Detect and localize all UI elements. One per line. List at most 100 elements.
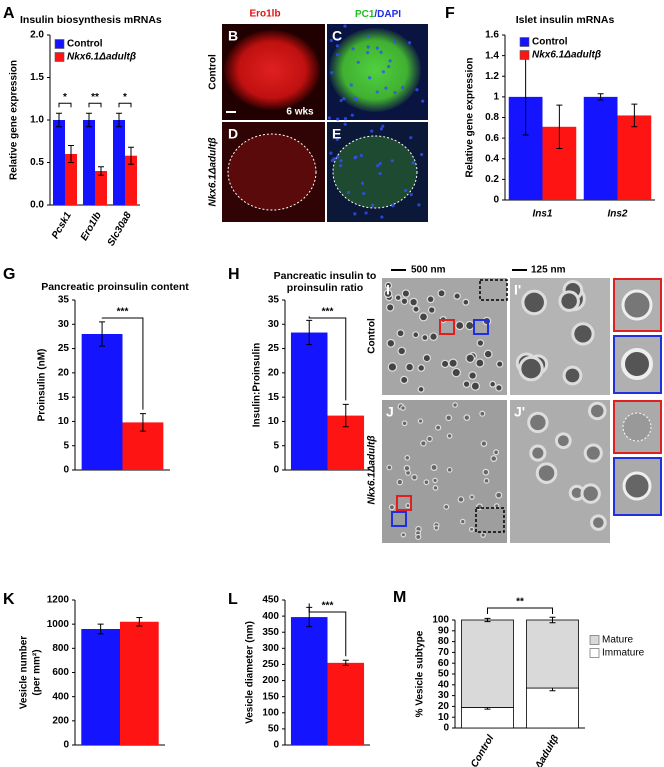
y-tick-label: 20	[438, 701, 450, 712]
x-tick-label: Ins2	[607, 209, 627, 220]
panel-letter: F	[445, 5, 455, 22]
error-bar	[86, 112, 92, 128]
nucleus	[378, 171, 382, 176]
islet-outline	[332, 135, 418, 209]
y-tick-label: 40	[438, 679, 450, 690]
y-tick-label: 0.0	[30, 200, 44, 211]
bar	[95, 171, 107, 205]
nucleus	[411, 161, 415, 165]
vesicle	[423, 479, 430, 486]
panel-letter: K	[3, 591, 15, 608]
y-tick-label: 1	[493, 92, 499, 103]
significance-label: ***	[322, 307, 334, 318]
vesicle	[440, 359, 450, 369]
nucleus	[330, 71, 334, 75]
bar	[583, 96, 618, 200]
panel-letter: J'	[514, 404, 525, 420]
nucleus	[336, 117, 340, 121]
vesicle	[400, 297, 409, 306]
y-tick-label: 1000	[47, 619, 70, 630]
nucleus	[387, 64, 391, 69]
significance-bracket	[118, 102, 132, 108]
y-tick-label: 90	[438, 625, 450, 636]
row-label: Control	[208, 54, 219, 90]
panel-letter: I'	[514, 282, 521, 298]
y-axis-label: Relative gene expression	[465, 57, 476, 177]
roi	[439, 319, 455, 335]
panel-letter: L	[228, 591, 238, 608]
nucleus	[339, 159, 343, 163]
y-axis-label: Insulin:Proinsulin	[252, 343, 263, 427]
nucleus	[351, 47, 355, 51]
vesicle	[422, 353, 432, 363]
panel-letter: A	[3, 5, 15, 22]
nucleus	[415, 88, 419, 92]
vesicle	[465, 320, 475, 331]
significance-bracket	[487, 607, 553, 614]
vesicle	[405, 362, 415, 372]
vesicle	[621, 289, 653, 321]
nucleus	[354, 155, 358, 159]
nucleus	[343, 117, 348, 121]
error-bar	[98, 166, 104, 176]
nucleus	[379, 127, 384, 131]
vesicle	[385, 303, 395, 312]
nucleus	[379, 50, 383, 54]
vesicle	[437, 289, 446, 298]
vesicle	[475, 358, 485, 368]
vesicle	[554, 432, 572, 450]
y-axis-label: (per mm²)	[32, 649, 43, 695]
vesicle	[535, 462, 558, 484]
error-bar	[342, 659, 349, 666]
legend-swatch	[519, 37, 530, 47]
nucleus	[376, 164, 380, 168]
legend-label: Control	[67, 39, 103, 50]
vesicle	[396, 329, 405, 338]
y-tick-label: 1.2	[485, 71, 499, 82]
islet	[224, 30, 320, 110]
y-tick-label: 0.4	[485, 153, 499, 164]
vesicle	[411, 474, 418, 481]
y-tick-label: 100	[262, 707, 279, 718]
vesicle	[583, 443, 603, 463]
vesicle	[387, 362, 398, 372]
x-tick-label: Ero1lb	[79, 210, 104, 242]
vesicle	[383, 289, 393, 298]
vesicle	[409, 297, 418, 307]
bar-segment	[461, 619, 514, 708]
y-tick-label: 10	[58, 416, 70, 427]
nucleus	[343, 122, 347, 126]
stain-label: /DAPI	[374, 9, 401, 20]
nucleus	[353, 212, 357, 216]
vesicle	[443, 503, 450, 510]
panel-letter: H	[228, 266, 240, 283]
y-tick-label: 100	[432, 615, 449, 626]
y-tick-label: 400	[52, 691, 69, 702]
vesicle	[384, 281, 393, 290]
nucleus	[401, 85, 405, 89]
y-tick-label: 1200	[47, 595, 70, 606]
vesicle	[495, 491, 503, 499]
nucleus	[404, 188, 408, 193]
vesicle	[470, 381, 481, 391]
y-tick-label: 25	[58, 343, 70, 354]
y-axis-label: Vesicle number	[19, 636, 30, 709]
vesicle	[397, 346, 407, 356]
y-tick-label: 800	[52, 643, 69, 654]
chart-title: Pancreatic insulin to	[274, 270, 377, 282]
panel-letter: M	[393, 589, 406, 606]
y-tick-label: 2.0	[30, 30, 44, 41]
nucleus	[349, 83, 353, 87]
bar	[290, 332, 328, 470]
nucleus	[365, 51, 370, 55]
vesicle	[489, 380, 497, 388]
y-tick-label: 0	[273, 465, 279, 476]
y-tick-label: 5	[63, 440, 69, 451]
vesicle	[468, 526, 475, 532]
nucleus	[353, 96, 357, 100]
error-bar	[631, 103, 638, 128]
nucleus	[336, 155, 340, 159]
significance-bracket	[88, 102, 102, 108]
legend-label: Nkx6.1Δadultβ	[532, 50, 601, 61]
